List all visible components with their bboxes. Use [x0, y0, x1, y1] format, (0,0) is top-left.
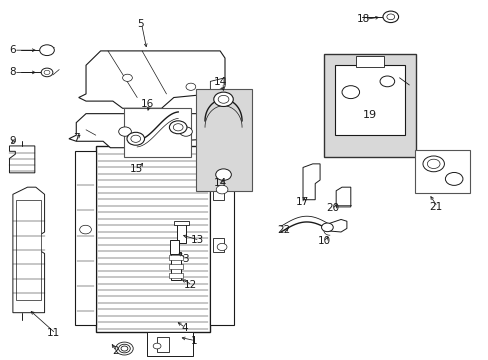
Text: 18: 18 — [356, 14, 369, 24]
Text: 16: 16 — [141, 99, 154, 109]
Circle shape — [422, 156, 444, 172]
Text: 14: 14 — [214, 178, 227, 188]
Text: 20: 20 — [326, 203, 339, 213]
Bar — [355, 56, 383, 67]
Text: 10: 10 — [317, 236, 330, 246]
Bar — [169, 255, 183, 260]
Circle shape — [80, 225, 91, 234]
Bar — [75, 151, 96, 325]
Circle shape — [153, 343, 161, 349]
Circle shape — [127, 132, 144, 145]
Circle shape — [321, 223, 332, 231]
Circle shape — [169, 121, 186, 134]
Circle shape — [119, 127, 131, 136]
Bar — [123, 108, 190, 157]
Polygon shape — [303, 164, 320, 200]
Bar — [334, 65, 404, 135]
Bar — [96, 146, 210, 332]
Text: 9: 9 — [9, 136, 16, 145]
Circle shape — [41, 68, 53, 77]
Circle shape — [122, 74, 132, 81]
Circle shape — [185, 83, 195, 90]
Bar — [210, 151, 233, 325]
Bar — [169, 264, 183, 269]
Text: 5: 5 — [137, 19, 143, 29]
Text: 21: 21 — [428, 202, 441, 212]
Bar — [156, 337, 168, 352]
Polygon shape — [69, 114, 222, 148]
Circle shape — [382, 11, 398, 23]
Circle shape — [40, 45, 54, 55]
Polygon shape — [13, 187, 44, 313]
Text: 4: 4 — [181, 323, 187, 333]
Text: 12: 12 — [183, 280, 196, 290]
Bar — [170, 240, 179, 253]
Text: 2: 2 — [112, 346, 118, 356]
Bar — [173, 221, 189, 225]
Text: 19: 19 — [363, 111, 377, 121]
Text: 3: 3 — [182, 254, 188, 264]
Bar — [212, 186, 223, 200]
Text: 11: 11 — [47, 328, 60, 338]
Bar — [414, 149, 469, 193]
Text: 15: 15 — [130, 164, 143, 174]
Circle shape — [341, 86, 359, 99]
Bar — [169, 273, 183, 278]
Circle shape — [379, 76, 394, 87]
Text: 6: 6 — [9, 45, 16, 55]
Bar — [171, 252, 181, 280]
Polygon shape — [335, 187, 350, 207]
Text: 1: 1 — [190, 336, 197, 346]
Circle shape — [216, 185, 227, 194]
Circle shape — [217, 243, 226, 251]
Polygon shape — [328, 220, 346, 232]
Bar — [177, 222, 185, 243]
Circle shape — [215, 169, 231, 180]
Polygon shape — [210, 78, 224, 94]
Text: 8: 8 — [9, 67, 16, 77]
Text: 22: 22 — [277, 225, 290, 235]
Circle shape — [179, 127, 192, 136]
Polygon shape — [79, 51, 224, 108]
Text: 14: 14 — [214, 77, 227, 87]
Bar — [212, 238, 223, 252]
Bar — [324, 54, 415, 157]
Bar — [147, 332, 193, 356]
Circle shape — [445, 172, 462, 185]
Circle shape — [213, 92, 233, 107]
Text: 7: 7 — [73, 133, 80, 143]
Bar — [195, 89, 251, 191]
Bar — [16, 200, 41, 300]
Text: 17: 17 — [295, 197, 308, 207]
Polygon shape — [9, 146, 35, 173]
Text: 13: 13 — [190, 235, 203, 245]
